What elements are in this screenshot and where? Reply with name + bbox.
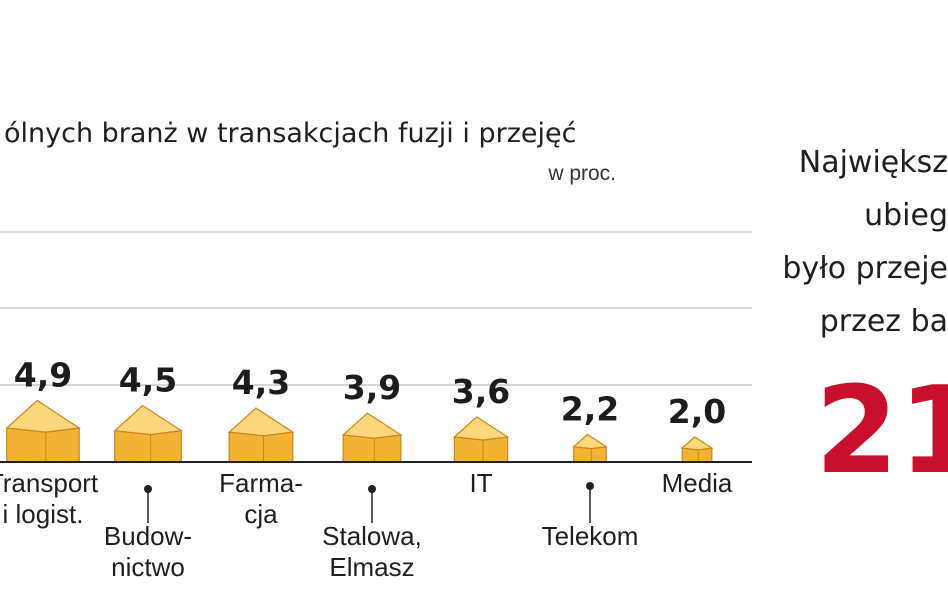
- bars: 4,9 4,5 4,3 3,9 3,6 2,2 2,0: [5, 356, 726, 463]
- bar-top: [5, 399, 81, 433]
- bar-top: [452, 416, 510, 441]
- side-line: przez ba: [820, 304, 948, 339]
- bar: [453, 436, 509, 463]
- side-line: Największ: [799, 145, 948, 180]
- chart-title: ólnych branż w transakcjach fuzji i prze…: [4, 118, 576, 149]
- data-label: 2,2: [561, 389, 619, 428]
- bar-top: [572, 433, 608, 450]
- category-label: cja: [244, 499, 278, 529]
- bar-top: [680, 436, 714, 451]
- category-label: Stalowa,: [322, 521, 422, 551]
- category-label: Farma-: [219, 468, 303, 498]
- category-label: Budow-: [104, 521, 192, 551]
- data-label: 4,5: [119, 361, 177, 400]
- category-label: Telekom: [542, 521, 639, 551]
- category-label: Media: [662, 468, 733, 498]
- category-label: Transport: [0, 468, 99, 498]
- side-line: ubieg: [864, 198, 948, 233]
- bar-top: [341, 412, 403, 439]
- bar: [6, 427, 80, 463]
- data-label: 3,6: [452, 372, 510, 411]
- side-panel: Największ ubieg było przeje przez ba 21: [782, 145, 948, 501]
- bar-top: [113, 404, 183, 436]
- data-label: 3,9: [343, 368, 401, 407]
- big-number: 21: [815, 362, 948, 501]
- category-label: Elmasz: [329, 552, 414, 582]
- category-label: IT: [469, 468, 492, 498]
- category-label: i logist.: [3, 499, 84, 529]
- unit-label: w proc.: [547, 162, 616, 185]
- side-line: było przeje: [782, 251, 948, 286]
- data-label: 4,9: [14, 356, 72, 395]
- bar: [228, 431, 294, 463]
- category-labels: Transporti logist. Budow-nictwo Farma-cja S…: [0, 468, 733, 582]
- data-label: 2,0: [668, 392, 726, 431]
- category-label: nictwo: [111, 552, 185, 582]
- bar: [114, 430, 182, 463]
- bar: [342, 434, 402, 463]
- bar-top: [227, 407, 295, 437]
- data-label: 4,3: [232, 363, 290, 402]
